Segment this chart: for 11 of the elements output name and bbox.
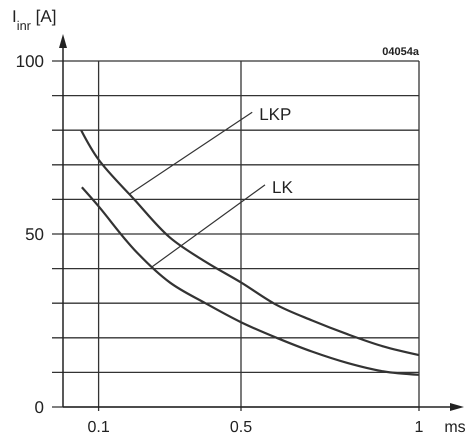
x-axis-title: ms xyxy=(444,419,466,436)
annotation: LK xyxy=(272,178,294,197)
x-tick-label: 1 xyxy=(414,419,424,436)
text: 04054a xyxy=(382,46,420,58)
annotation: LKP xyxy=(259,105,292,124)
x-tick-label: 0.5 xyxy=(230,419,252,436)
y-tick-label: 0 xyxy=(34,398,44,417)
y-axis-title: I$_{inr}$ [A] xyxy=(12,7,56,32)
y-tick-label: 50 xyxy=(25,224,44,244)
x-tick-label: 0.1 xyxy=(87,419,110,436)
y-tick-label: 100 xyxy=(16,52,44,71)
